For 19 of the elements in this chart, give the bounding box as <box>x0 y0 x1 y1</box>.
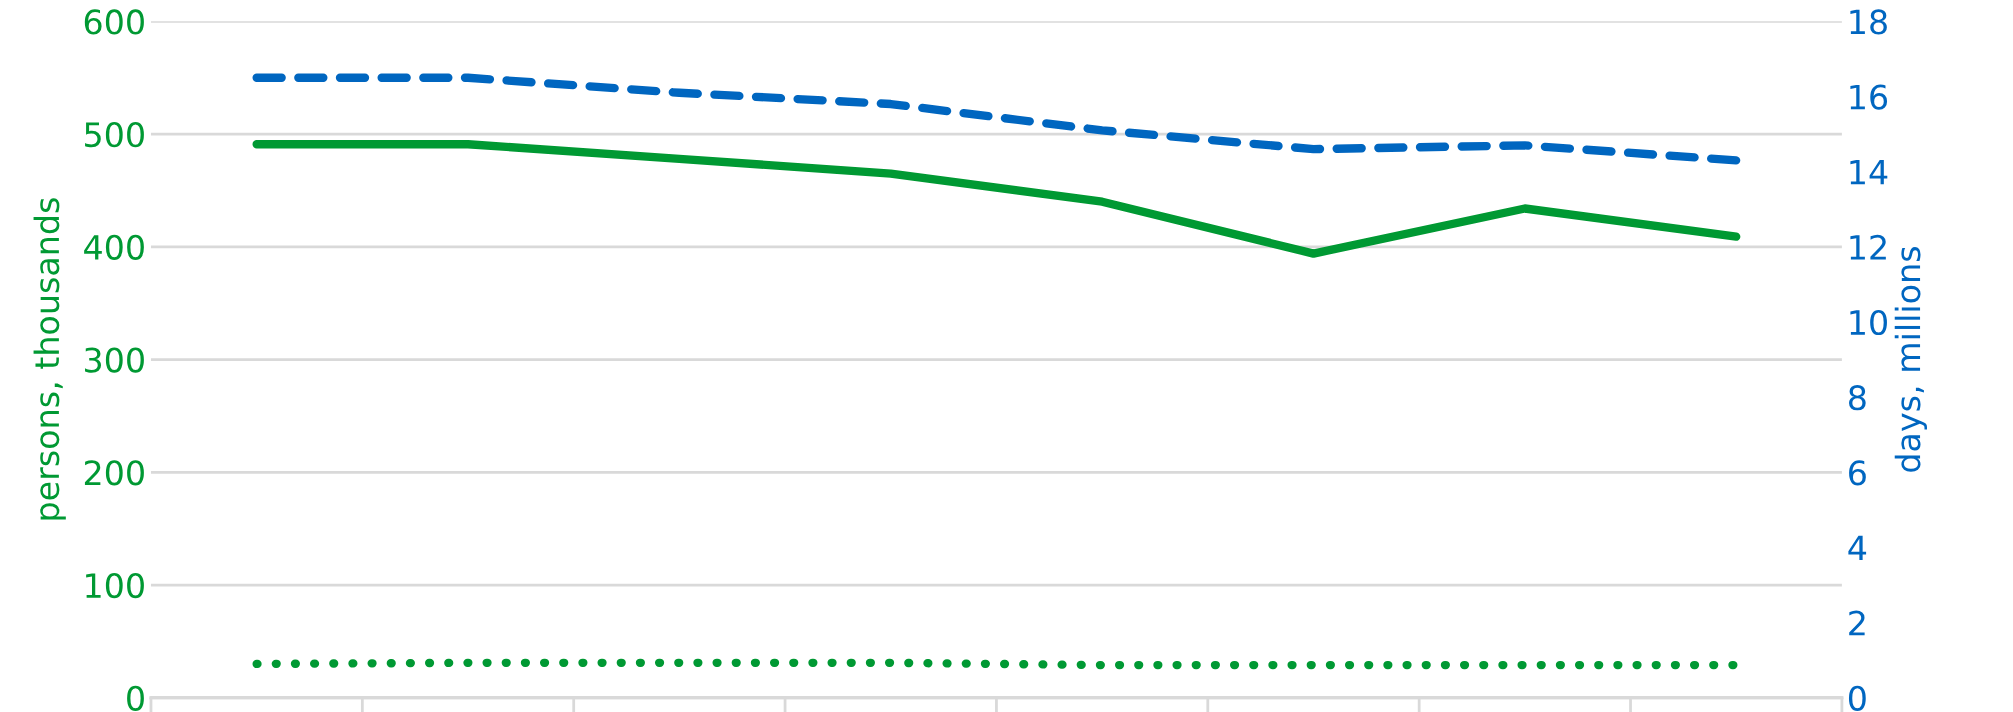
y2-tick-label: 14 <box>1850 160 1888 185</box>
y2-tick-label: 18 <box>1850 9 1887 35</box>
y2-tick-label: 0 <box>1848 685 1866 711</box>
y2-tick-label: 6 <box>1849 460 1866 486</box>
y-tick-label: 100 <box>86 572 144 599</box>
y2-tick-label: 12 <box>1850 234 1886 260</box>
y-tick-label: 400 <box>84 234 144 260</box>
y-tick-label: 600 <box>84 9 144 35</box>
y-tick-label: 200 <box>84 460 144 486</box>
y2-tick-label: 8 <box>1849 385 1866 411</box>
y-tick-label: 300 <box>85 347 144 373</box>
y2-tick-label: 4 <box>1848 535 1867 561</box>
y-tick-label: 500 <box>85 122 144 148</box>
y2-tick-label: 2 <box>1849 610 1865 636</box>
y-tick-label: 0 <box>127 685 144 711</box>
y2-tick-label: 16 <box>1850 84 1888 110</box>
y-axis-title: persons, thousands <box>33 198 66 520</box>
y2-tick-label: 10 <box>1850 309 1887 336</box>
y2-axis-title: days, millions <box>1894 247 1927 472</box>
